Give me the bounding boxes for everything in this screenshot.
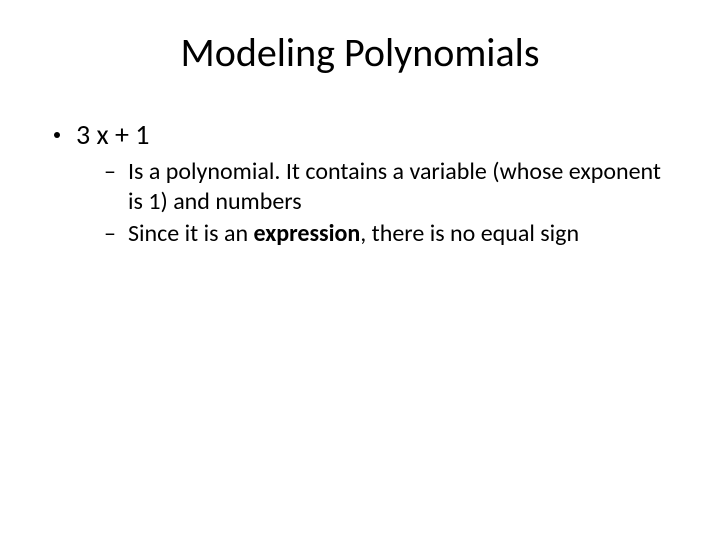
- sub-item-2-bold: expression: [253, 219, 360, 248]
- dash-icon: –: [104, 157, 116, 187]
- sub-item-1-text: Is a polynomial. It contains a variable …: [128, 157, 661, 216]
- slide: Modeling Polynomials 3 x + 1 – Is a poly…: [0, 0, 720, 540]
- bullet-1-text: 3 x + 1: [76, 117, 149, 152]
- bullet-dot-icon: [54, 132, 60, 138]
- sub-item-1: – Is a polynomial. It contains a variabl…: [104, 157, 672, 217]
- dash-icon: –: [104, 219, 116, 249]
- bullet-item-1: 3 x + 1 – Is a polynomial. It contains a…: [48, 117, 672, 249]
- bullet-list-level1: 3 x + 1 – Is a polynomial. It contains a…: [48, 117, 672, 249]
- bullet-list-level2: – Is a polynomial. It contains a variabl…: [76, 157, 672, 249]
- slide-title: Modeling Polynomials: [48, 28, 672, 77]
- sub-item-2-suffix: , there is no equal sign: [360, 219, 579, 248]
- sub-item-2-prefix: Since it is an: [128, 219, 253, 248]
- sub-item-2: – Since it is an expression, there is no…: [104, 219, 672, 249]
